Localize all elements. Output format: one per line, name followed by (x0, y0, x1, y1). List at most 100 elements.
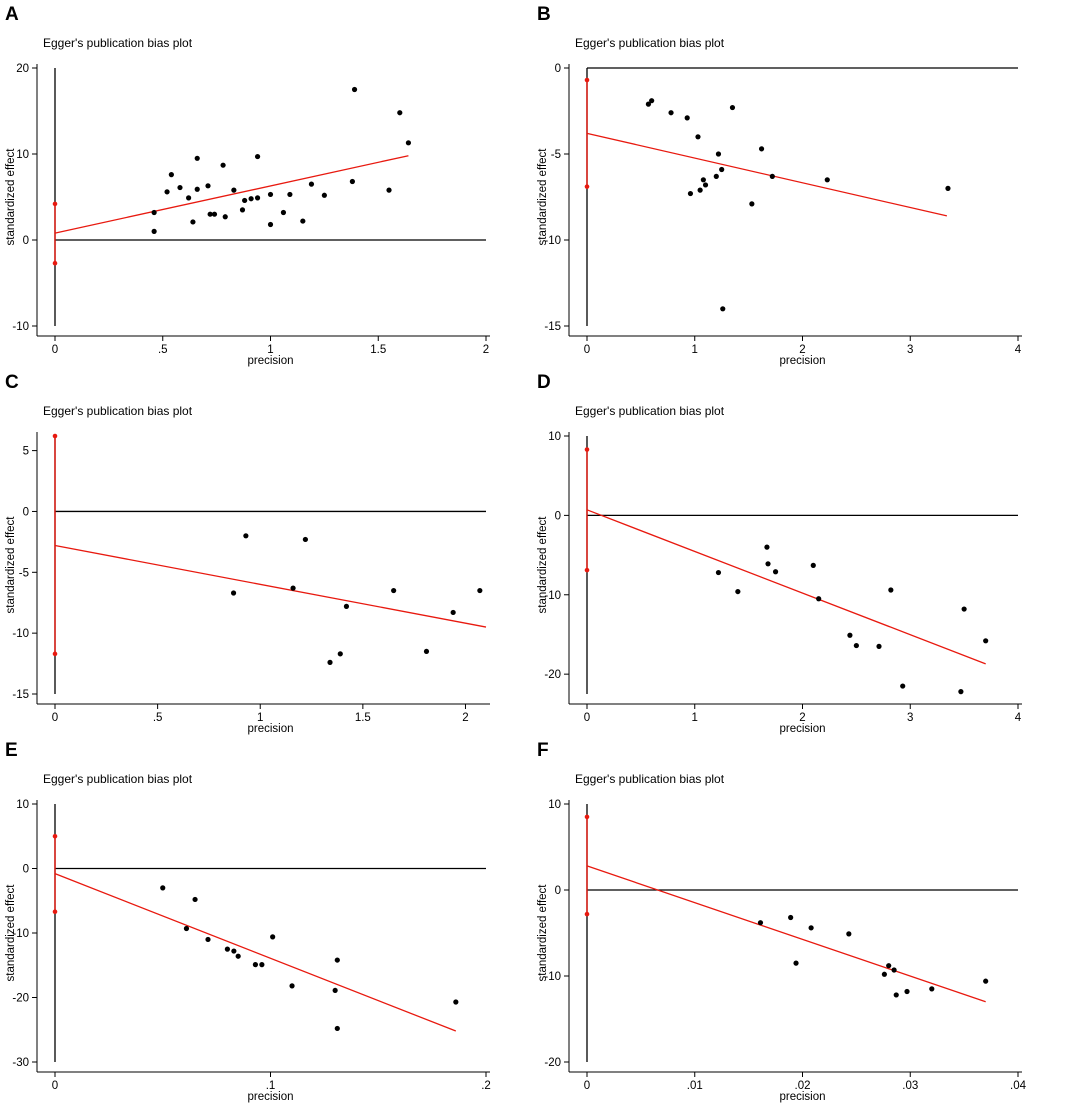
ci-lower-marker (584, 911, 590, 917)
x-tick-label: 1 (267, 344, 273, 356)
x-axis-label: precision (779, 1091, 825, 1103)
data-point (254, 195, 261, 201)
data-point (423, 648, 430, 655)
data-point (769, 173, 775, 179)
data-point (893, 992, 899, 998)
data-point (321, 192, 327, 198)
chart-title: Egger's publication bias plot (575, 404, 725, 418)
ci-upper-marker (584, 77, 590, 83)
y-axis-label: standardized effect (537, 148, 549, 246)
data-point (764, 544, 770, 550)
data-point (888, 587, 894, 593)
chart-title: Egger's publication bias plot (43, 404, 193, 418)
y-tick-label: -10 (12, 321, 29, 333)
data-point (270, 934, 276, 940)
data-point (958, 689, 964, 695)
data-point (231, 187, 237, 193)
x-tick-label: 0 (584, 712, 590, 724)
data-point (224, 946, 230, 952)
data-point (450, 609, 456, 616)
ci-lower-marker (584, 567, 590, 573)
regression-line (586, 865, 986, 1003)
data-point (684, 115, 690, 121)
data-point (900, 683, 906, 689)
chart-svg: C Egger's publication bias plot -15 -10 -5 0 5… (5, 372, 490, 735)
x-tick-label: 1 (257, 712, 263, 724)
y-tick-label: -20 (544, 669, 561, 681)
y-tick-label: -15 (544, 321, 561, 333)
y-tick-label: 0 (555, 63, 561, 75)
x-tick-label: 1 (692, 712, 698, 724)
data-point (765, 561, 771, 567)
panel-letter: E (5, 740, 18, 761)
ci-upper-marker (52, 833, 58, 839)
y-tick-label: -10 (12, 628, 29, 640)
regression-line (54, 873, 457, 1032)
data-point (715, 151, 722, 157)
ci-upper-marker (584, 814, 590, 820)
x-tick-label: 1 (692, 344, 698, 356)
x-tick-label: .02 (795, 1080, 811, 1092)
panel-letter: B (537, 4, 551, 25)
x-tick-label: 0 (584, 1080, 590, 1092)
x-tick-label: 3 (907, 344, 913, 356)
data-point (289, 983, 295, 989)
regression-line (586, 132, 948, 217)
data-point (211, 211, 218, 217)
panel-letter: A (5, 4, 19, 25)
data-point (267, 191, 274, 198)
data-point (405, 140, 412, 146)
x-axis-label: precision (779, 355, 825, 367)
y-axis-label: standardized effect (537, 516, 549, 614)
data-point (351, 86, 358, 93)
ci-upper-marker (52, 201, 58, 207)
data-point (205, 183, 211, 189)
data-point (687, 190, 694, 197)
panel-f: F Egger's publication bias plot -20 -10 0 10 0… (532, 736, 1064, 1104)
y-tick-label: 0 (555, 885, 561, 897)
y-tick-label: 0 (23, 506, 29, 518)
chart-title: Egger's publication bias plot (43, 36, 193, 50)
y-tick-label: 5 (23, 446, 29, 458)
data-point (207, 211, 213, 217)
regression-line (54, 155, 409, 234)
x-tick-label: .04 (1010, 1080, 1027, 1092)
data-point (235, 953, 241, 959)
data-point (945, 185, 951, 191)
data-point (713, 173, 719, 179)
data-point (290, 585, 296, 591)
y-tick-label: 0 (23, 864, 29, 876)
data-point (186, 195, 192, 201)
data-point (332, 987, 338, 994)
x-tick-label: 1.5 (370, 344, 386, 356)
y-tick-label: -15 (12, 689, 29, 701)
y-tick-label: 10 (548, 431, 561, 443)
data-point (808, 925, 814, 931)
data-point (190, 219, 196, 225)
data-point (239, 207, 246, 213)
ci-upper-marker (52, 433, 58, 439)
regression-line (54, 544, 487, 628)
data-point (881, 971, 887, 977)
data-point (151, 228, 157, 234)
y-tick-label: -5 (551, 149, 561, 161)
y-axis-label: standardized effect (537, 884, 549, 982)
x-tick-label: .03 (902, 1080, 918, 1092)
panel-a: A Egger's publication bias plot -10 0 10 20 0.… (0, 0, 532, 368)
data-point (334, 1025, 340, 1032)
data-point (308, 181, 315, 187)
ci-lower-marker (584, 184, 590, 189)
data-point (876, 643, 882, 649)
chart-svg: E Egger's publication bias plot -30 -20 -10 0… (5, 740, 491, 1103)
data-point (453, 999, 459, 1005)
data-point (192, 896, 198, 903)
data-point (961, 606, 967, 612)
data-point (222, 214, 228, 220)
x-axis-label: precision (247, 1091, 293, 1103)
panel-c: C Egger's publication bias plot -15 -10 -5 0 5… (0, 368, 532, 736)
y-axis-label: standardized effect (5, 148, 17, 246)
y-tick-label: -10 (544, 235, 561, 247)
data-point (397, 110, 403, 116)
data-point (810, 562, 816, 568)
data-point (267, 221, 274, 228)
